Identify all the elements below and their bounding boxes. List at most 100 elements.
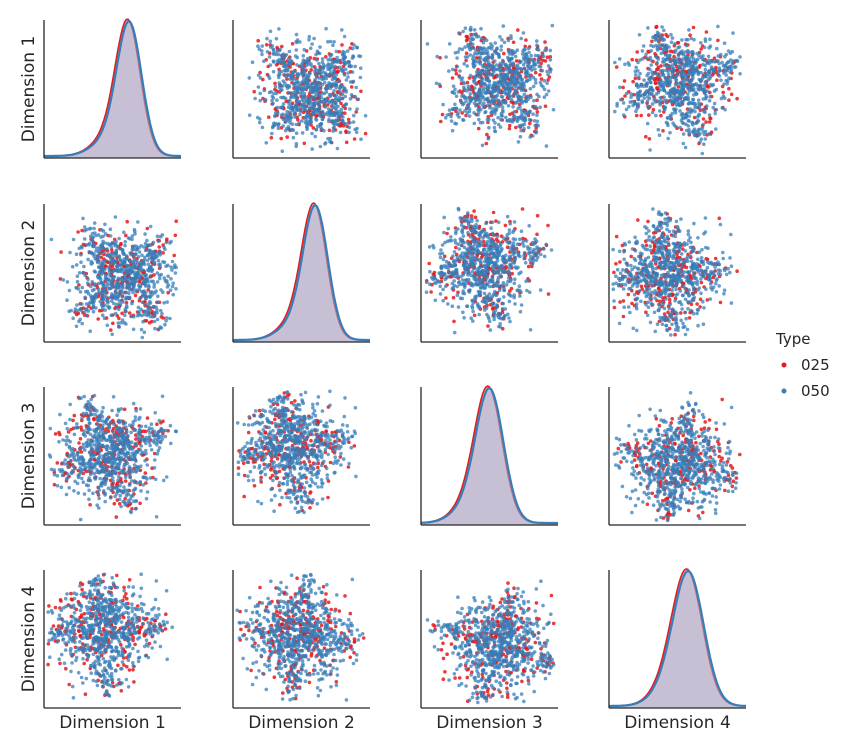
point-050 (314, 84, 318, 88)
point-050 (311, 90, 315, 95)
point-050 (703, 89, 707, 94)
point-050 (642, 78, 646, 82)
point-050 (674, 57, 678, 61)
point-050 (260, 44, 265, 48)
point-050 (523, 261, 528, 265)
point-050 (492, 253, 497, 258)
point-050 (676, 70, 680, 75)
point-050 (716, 59, 720, 63)
point-050 (458, 69, 462, 73)
point-050 (310, 42, 314, 46)
point-050 (500, 247, 504, 251)
point-050 (488, 257, 492, 262)
point-050 (735, 59, 740, 63)
point-050 (470, 269, 475, 274)
point-050 (143, 248, 148, 253)
point-050 (357, 54, 361, 58)
point-025 (74, 312, 79, 317)
point-050 (435, 54, 440, 59)
point-025 (621, 299, 626, 303)
point-050 (650, 76, 655, 81)
point-050 (147, 285, 151, 289)
point-050 (495, 258, 500, 263)
point-050 (486, 69, 491, 73)
point-050 (96, 260, 100, 265)
point-025 (647, 113, 651, 117)
point-025 (363, 131, 368, 136)
point-050 (483, 110, 488, 114)
point-050 (646, 71, 651, 76)
point-025 (172, 253, 176, 258)
point-050 (278, 72, 282, 77)
point-050 (666, 72, 671, 76)
point-050 (140, 335, 145, 340)
point-050 (494, 281, 498, 286)
point-050 (522, 253, 526, 258)
point-050 (530, 68, 534, 72)
point-050 (669, 114, 673, 119)
point-050 (287, 127, 292, 132)
point-050 (92, 282, 97, 286)
point-050 (250, 60, 255, 64)
point-050 (485, 117, 490, 122)
point-050 (637, 33, 642, 37)
point-050 (673, 82, 678, 87)
point-050 (691, 98, 696, 102)
point-025 (474, 56, 479, 60)
point-050 (353, 94, 357, 99)
point-050 (433, 298, 438, 303)
point-050 (89, 262, 93, 266)
point-050 (321, 77, 326, 81)
point-050 (703, 129, 708, 134)
point-025 (111, 321, 115, 326)
point-050 (467, 114, 472, 118)
point-025 (516, 28, 520, 32)
point-050 (478, 234, 483, 239)
point-050 (86, 257, 90, 262)
point-050 (258, 98, 263, 103)
point-050 (524, 239, 529, 243)
point-050 (649, 63, 653, 67)
point-050 (337, 65, 342, 70)
point-050 (452, 330, 457, 335)
point-050 (102, 261, 106, 266)
point-050 (669, 32, 673, 37)
point-025 (543, 40, 547, 44)
point-050 (679, 73, 683, 78)
point-050 (702, 58, 707, 63)
point-050 (708, 37, 712, 42)
point-050 (295, 55, 300, 60)
point-050 (724, 52, 728, 57)
point-050 (279, 105, 284, 110)
point-050 (326, 107, 331, 111)
point-050 (267, 55, 272, 59)
point-050 (450, 128, 455, 133)
point-050 (247, 76, 252, 80)
point-050 (702, 83, 707, 88)
point-050 (529, 53, 533, 58)
point-050 (692, 93, 696, 97)
point-050 (528, 109, 532, 114)
point-050 (271, 96, 276, 100)
point-050 (540, 68, 544, 73)
point-050 (513, 54, 518, 59)
point-025 (535, 98, 539, 102)
point-050 (320, 57, 325, 61)
point-050 (508, 263, 513, 267)
point-050 (287, 98, 292, 103)
point-025 (656, 65, 661, 70)
point-050 (49, 237, 54, 242)
point-050 (285, 113, 289, 117)
point-050 (468, 73, 473, 78)
point-050 (518, 134, 523, 139)
point-050 (105, 295, 109, 300)
point-025 (687, 316, 692, 320)
point-050 (148, 274, 153, 278)
point-050 (661, 86, 666, 90)
point-050 (438, 252, 442, 256)
point-050 (439, 248, 443, 252)
point-050 (472, 111, 476, 115)
point-050 (344, 102, 348, 107)
point-050 (529, 95, 533, 100)
point-050 (664, 68, 669, 73)
